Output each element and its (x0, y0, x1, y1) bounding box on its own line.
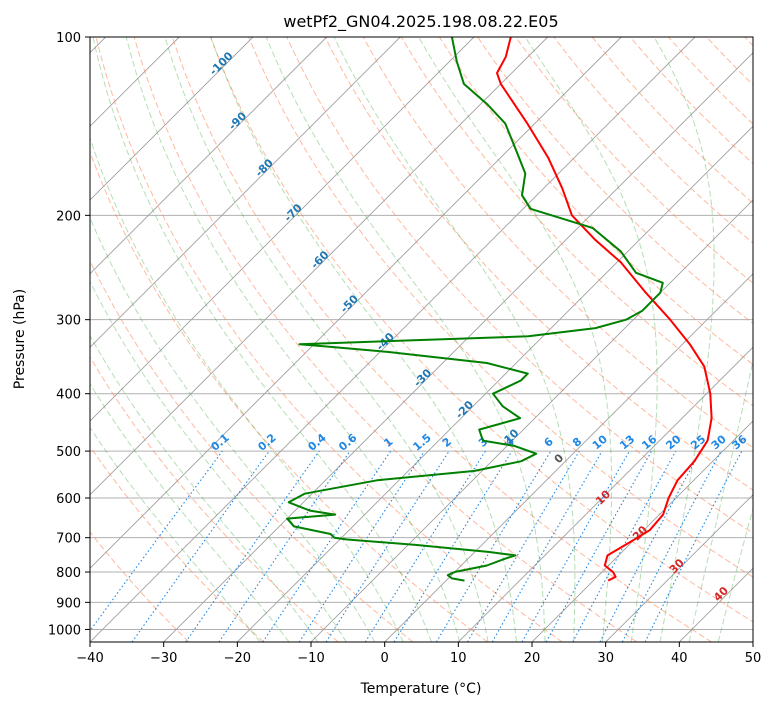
y-tick-label: 800 (56, 566, 81, 581)
y-tick-label: 200 (56, 209, 81, 224)
y-tick-label: 700 (56, 532, 81, 547)
x-tick-label: 50 (745, 651, 762, 666)
y-tick-label: 100 (56, 31, 81, 46)
x-tick-label: 30 (597, 651, 614, 666)
y-tick-label: 900 (56, 596, 81, 611)
x-tick-label: −30 (150, 651, 177, 666)
y-tick-label: 600 (56, 492, 81, 507)
x-tick-label: 20 (524, 651, 541, 666)
y-tick-label: 400 (56, 388, 81, 403)
y-tick-label: 500 (56, 445, 81, 460)
y-tick-label: 300 (56, 314, 81, 329)
x-tick-label: −40 (76, 651, 103, 666)
x-tick-label: 40 (671, 651, 688, 666)
x-tick-label: 0 (381, 651, 389, 666)
x-tick-label: −10 (297, 651, 324, 666)
x-tick-label: 10 (450, 651, 467, 666)
y-axis-title: Pressure (hPa) (12, 289, 28, 389)
x-tick-label: −20 (224, 651, 251, 666)
chart-title: wetPf2_GN04.2025.198.08.22.E05 (283, 12, 558, 32)
x-axis-title: Temperature (°C) (360, 681, 482, 697)
y-tick-label: 1000 (48, 623, 81, 638)
